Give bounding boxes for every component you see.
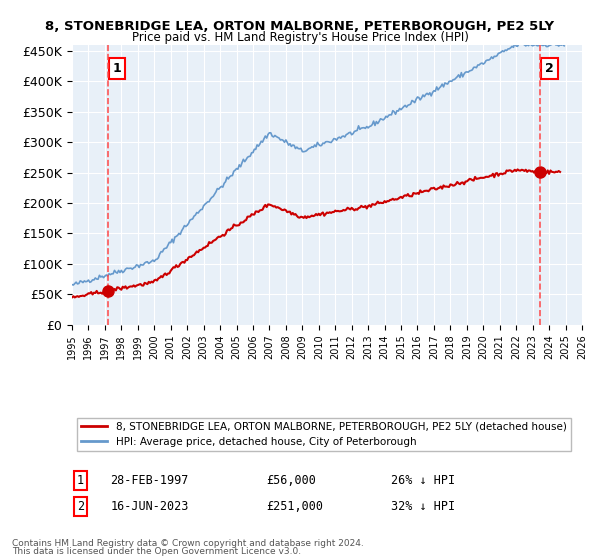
Text: 2: 2 xyxy=(545,62,554,75)
Text: This data is licensed under the Open Government Licence v3.0.: This data is licensed under the Open Gov… xyxy=(12,548,301,557)
Text: 2: 2 xyxy=(77,500,84,512)
Text: 28-FEB-1997: 28-FEB-1997 xyxy=(110,474,188,487)
Text: 8, STONEBRIDGE LEA, ORTON MALBORNE, PETERBOROUGH, PE2 5LY: 8, STONEBRIDGE LEA, ORTON MALBORNE, PETE… xyxy=(46,20,554,32)
Text: Price paid vs. HM Land Registry's House Price Index (HPI): Price paid vs. HM Land Registry's House … xyxy=(131,31,469,44)
Text: £251,000: £251,000 xyxy=(266,500,323,512)
Text: £56,000: £56,000 xyxy=(266,474,316,487)
Text: 32% ↓ HPI: 32% ↓ HPI xyxy=(391,500,455,512)
Text: 1: 1 xyxy=(77,474,84,487)
Text: 1: 1 xyxy=(113,62,121,75)
Text: 16-JUN-2023: 16-JUN-2023 xyxy=(110,500,188,512)
Text: Contains HM Land Registry data © Crown copyright and database right 2024.: Contains HM Land Registry data © Crown c… xyxy=(12,539,364,548)
Text: 26% ↓ HPI: 26% ↓ HPI xyxy=(391,474,455,487)
Legend: 8, STONEBRIDGE LEA, ORTON MALBORNE, PETERBOROUGH, PE2 5LY (detached house), HPI:: 8, STONEBRIDGE LEA, ORTON MALBORNE, PETE… xyxy=(77,418,571,451)
